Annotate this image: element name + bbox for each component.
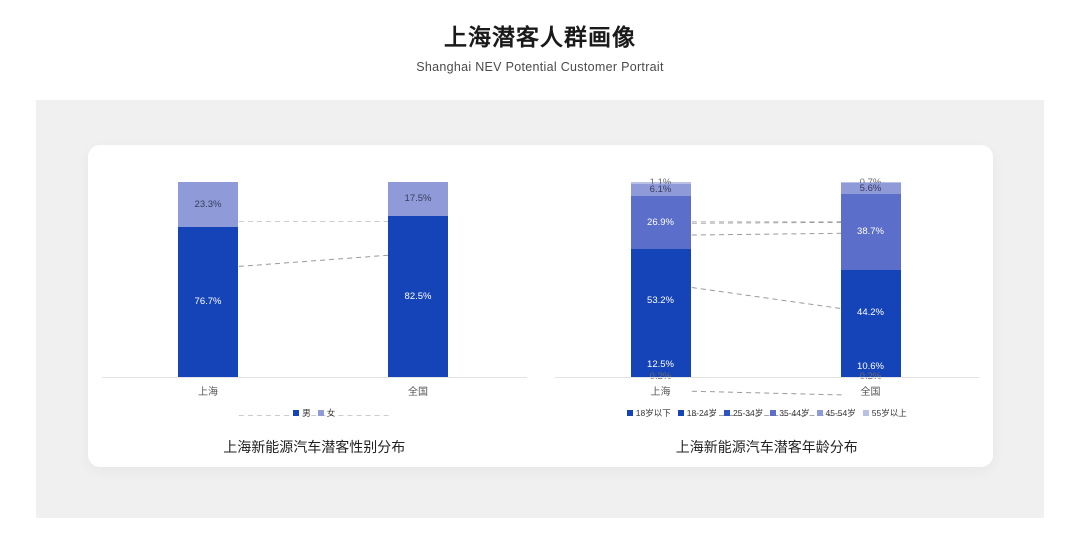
segment-value-label: 12.5% [647,358,674,370]
segment-value-label: 5.6% [859,182,882,194]
legend-swatch-icon [862,410,869,416]
segment-value-label: 6.1% [649,184,672,196]
plot-area-gender: 23.3% 76.7% 17.5% 82.5% [88,182,541,416]
bar-segment-25-34岁: 53.2% [630,248,691,353]
legend-label: 18岁以下 [635,408,671,418]
legend-swatch-icon [677,410,684,416]
segment-value-label: 38.7% [857,226,884,238]
bar-segment-35-44岁: 38.7% [840,194,901,270]
bar-segment-45-54岁: 6.1% [630,184,691,197]
bar-segment-18-24岁: 10.6% [840,355,901,377]
bar-segment-45-54岁: 5.6% [840,182,901,195]
segment-value-label: 82.5% [404,290,432,302]
category-labels-age: 上海 全国 [541,383,994,399]
bar-segment-女: 23.3% [178,182,238,228]
segment-value-label: 26.9% [647,216,674,228]
page-title: 上海潜客人群画像 [444,24,636,50]
charts-container: 23.3% 76.7% 17.5% 82.5% 上海 全国 男女 上海新能源汽车潜客性别… [88,145,993,467]
axis-line-gender [102,377,527,378]
legend-item-18岁以下[interactable]: 18岁以下 [626,407,671,419]
category-label-全国: 全国 [408,387,428,398]
legend-label: 35-44岁 [779,408,810,418]
legend-item-男[interactable]: 男 [293,407,311,419]
legend-swatch-icon [816,410,823,416]
bar-gender-上海: 23.3% 76.7% [178,182,238,377]
axis-line-age [554,377,979,378]
legend-item-35-44岁[interactable]: 35-44岁 [770,407,810,419]
page-header: 上海潜客人群画像 Shanghai NEV Potential Customer… [0,0,1080,74]
legend-item-45-54岁[interactable]: 45-54岁 [816,407,856,419]
segment-value-label: 0.2% [841,372,901,382]
page-subtitle: Shanghai NEV Potential Customer Portrait [416,59,664,74]
legend-label: 男 [302,408,311,418]
bar-segment-女: 17.5% [388,182,448,217]
bar-age-全国: 0.7%5.6% 38.7% 44.2% 10.6%0.2% [840,178,901,381]
category-label-上海: 上海 [650,387,671,398]
category-label-全国: 全国 [860,387,881,398]
legend-item-55岁以上[interactable]: 55岁以上 [862,407,907,419]
caption-gender: 上海新能源汽车潜客性别分布 [223,439,406,455]
legend-label: 25-34岁 [733,408,764,418]
segment-value-label: 23.3% [194,198,222,210]
segment-value-label: 10.6% [857,360,884,372]
chart-gender: 23.3% 76.7% 17.5% 82.5% 上海 全国 男女 上海新能源汽车潜客性别… [88,145,541,467]
legend-label: 18-24岁 [686,408,717,418]
segment-value-label: 1.1% [649,177,672,189]
legend-label: 45-54岁 [825,408,856,418]
legend-item-25-34岁[interactable]: 25-34岁 [724,407,763,419]
segment-value-label: 0.7% [859,176,882,188]
legend-label: 55岁以上 [871,408,907,418]
category-label-上海: 上海 [198,387,218,398]
legend-item-女[interactable]: 女 [317,407,336,419]
legend-item-18-24岁[interactable]: 18-24岁 [677,407,717,419]
segment-value-label: 44.2% [857,307,884,319]
bar-segment-35-44岁: 26.9% [630,196,691,249]
bar-segment-18-24岁: 12.5% [630,352,691,377]
caption-age: 上海新能源汽车潜客年龄分布 [675,439,858,455]
bar-segment-男: 76.7% [178,227,238,377]
bar-gender-全国: 17.5% 82.5% [388,182,448,377]
legend-age: 18岁以下 18-24岁 25-34岁 35-44岁 45-54岁 55岁以上 [541,407,994,419]
legend-label: 女 [326,408,336,418]
segment-value-label: 17.5% [404,193,432,205]
bar-segment-55岁以上: 1.1% [630,178,691,187]
bar-segment-男: 82.5% [388,216,448,377]
legend-gender: 男女 [88,407,541,419]
bar-age-上海: 1.1%6.1% 26.9% 53.2% 12.5% 0.2% [630,178,691,381]
segment-value-label: 53.2% [647,294,674,306]
bar-segment-55岁以上: 0.7% [840,178,901,187]
legend-swatch-icon [626,410,633,416]
legend-swatch-icon [770,410,777,416]
chart-age: 1.1%6.1% 26.9% 53.2% 12.5% 0.2% 0.7%5.6% 38.7%… [541,145,994,467]
legend-swatch-icon [317,410,324,416]
bar-segment-25-34岁: 44.2% [840,269,901,356]
segment-value-label: 76.7% [194,296,222,308]
legend-swatch-icon [293,410,300,416]
plot-area-age: 1.1%6.1% 26.9% 53.2% 12.5% 0.2% 0.7%5.6% 38.7%… [541,178,994,416]
segment-value-label: 0.2% [631,372,691,382]
legend-swatch-icon [724,410,730,416]
category-labels-gender: 上海 全国 [88,383,541,399]
